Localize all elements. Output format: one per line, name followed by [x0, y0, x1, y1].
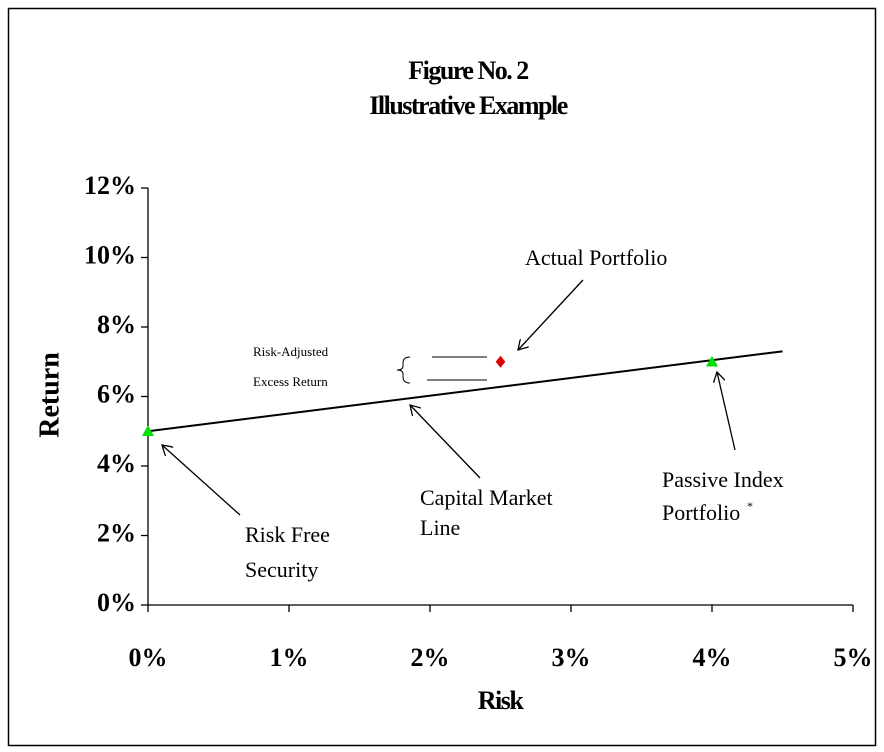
y-tick-label: 2%: [97, 518, 136, 547]
arrow: [410, 405, 481, 479]
y-tick-label: 6%: [97, 379, 136, 408]
point: [706, 355, 718, 367]
x-tick-label: 1%: [270, 643, 309, 672]
annotation: Portfolio: [662, 500, 740, 525]
y-tick-label: 4%: [97, 449, 136, 478]
arrow: [717, 372, 736, 451]
annotation: Passive Index: [662, 467, 784, 492]
chart-subtitle: Illustrative Example: [369, 91, 567, 120]
x-axis-label: Risk: [478, 686, 525, 715]
annotation: Excess Return: [253, 374, 328, 389]
x-tick-label: 2%: [411, 643, 450, 672]
y-tick-label: 0%: [97, 588, 136, 617]
x-tick-label: 4%: [693, 643, 732, 672]
annotation: Actual Portfolio: [525, 245, 667, 270]
x-tick-label: 0%: [129, 643, 168, 672]
point: [495, 355, 506, 368]
annotation: Security: [245, 557, 318, 582]
annotation: Risk Free: [245, 522, 330, 547]
point: [142, 425, 154, 437]
y-axis-label: Return: [34, 352, 65, 438]
annotation: Line: [420, 515, 460, 540]
bracket: [396, 356, 411, 384]
frame: [7, 7, 877, 747]
y-tick-label: 8%: [97, 310, 136, 339]
annotation: Capital Market: [420, 485, 553, 510]
arrow: [162, 445, 241, 516]
y-tick-label: 12%: [84, 171, 136, 200]
y-tick-label: 10%: [84, 240, 136, 269]
x-tick-label: 3%: [552, 643, 591, 672]
arrow: [518, 279, 584, 350]
chart-title: Figure No. 2: [408, 56, 528, 85]
x-tick-label: 5%: [834, 643, 873, 672]
capital-market-line: [147, 350, 783, 433]
annotation: Risk-Adjusted: [253, 344, 329, 359]
footnote-mark: *: [747, 499, 753, 513]
